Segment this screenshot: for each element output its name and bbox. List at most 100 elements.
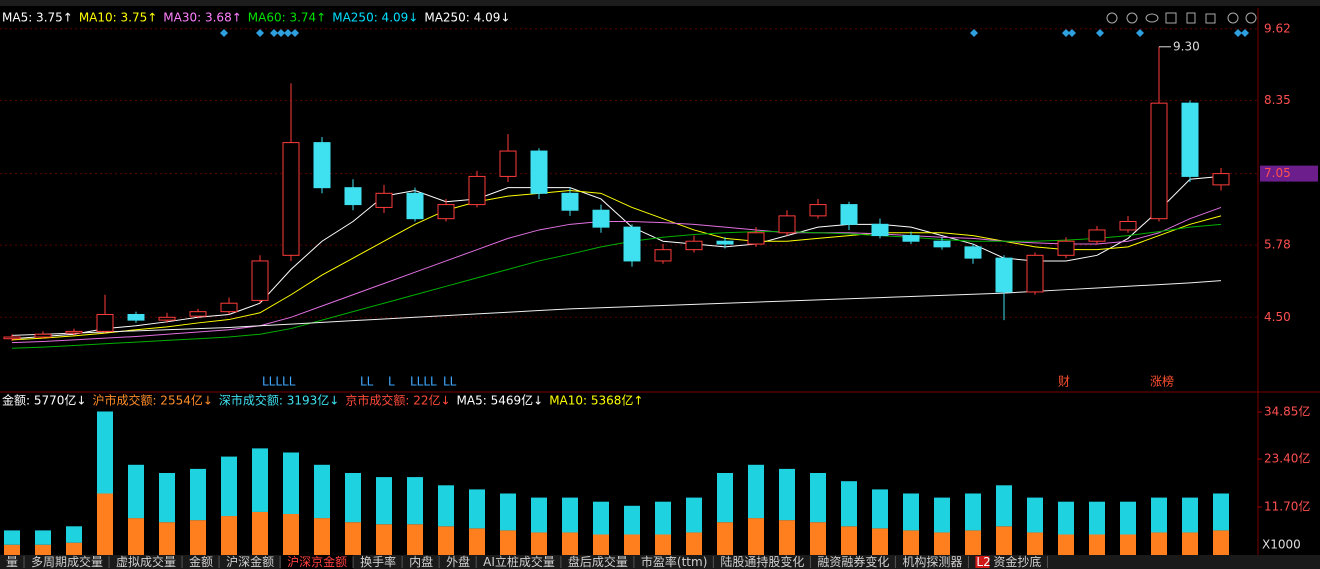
candle-body	[871, 223, 889, 237]
y-tick-label: 23.40亿	[1264, 451, 1310, 466]
print-icon[interactable]	[1165, 12, 1177, 24]
candle-body	[964, 246, 982, 259]
tab[interactable]: 机构探测器	[896, 554, 969, 569]
volume-bar	[686, 532, 702, 555]
candle-body	[716, 240, 734, 245]
volume-bar	[779, 520, 795, 555]
tab-background	[440, 555, 477, 569]
legend-entry: MA250: 4.09↓	[332, 11, 418, 25]
volume-bar	[717, 522, 733, 555]
tab[interactable]: 融资融券变化	[811, 554, 896, 569]
toolbar-icons[interactable]	[1106, 12, 1257, 24]
zoom-in-icon[interactable]	[1227, 12, 1239, 24]
signal-diamond	[1062, 29, 1070, 37]
tab[interactable]: 内盘	[403, 554, 440, 569]
tab-label: 盘后成交量	[568, 554, 628, 569]
signal-diamond	[284, 29, 292, 37]
signal-label: L	[388, 375, 395, 389]
volume-bar	[1182, 497, 1198, 533]
tab[interactable]: 外盘	[440, 554, 477, 569]
tab[interactable]: 量	[0, 555, 25, 569]
candle-body	[96, 313, 114, 332]
signal-diamond	[270, 29, 278, 37]
volume-bar	[159, 472, 175, 523]
volume-bar	[779, 468, 795, 521]
volume-bar	[97, 411, 113, 494]
tab[interactable]: 市盈率(ttm)	[634, 554, 714, 569]
candle-body	[499, 150, 517, 177]
volume-bar	[655, 501, 671, 535]
tab[interactable]: 盘后成交量	[561, 554, 635, 569]
legend-entry: 沪市成交额: 2554亿↓	[92, 393, 212, 408]
legend-entry: MA5: 5469亿↓	[457, 393, 544, 408]
volume-bar	[531, 497, 547, 533]
volume-bar	[1027, 497, 1043, 533]
tab-badge: L2	[976, 555, 990, 569]
lock-icon[interactable]	[1205, 13, 1216, 24]
tab[interactable]: AI立桩成交量	[477, 554, 562, 569]
zoom-out-icon[interactable]	[1245, 12, 1257, 24]
legend-entry: MA5: 3.75↑	[2, 11, 73, 25]
tab-background	[281, 555, 354, 569]
signal-label: 财	[1058, 375, 1070, 389]
tab[interactable]: 金额	[183, 554, 220, 569]
volume-bar	[748, 518, 764, 555]
volume-bar	[376, 477, 392, 525]
candle-body	[251, 260, 269, 301]
tab-badge-background	[975, 556, 990, 568]
signal-label: 涨榜	[1150, 374, 1174, 389]
signal-diamond	[1234, 29, 1242, 37]
volume-bar	[1027, 532, 1043, 555]
tab-label: 市盈率(ttm)	[641, 554, 707, 569]
volume-bar	[1151, 497, 1167, 533]
settings-icon[interactable]	[1106, 12, 1118, 24]
y-tick-label: 9.62	[1264, 21, 1291, 35]
volume-bar	[469, 489, 485, 529]
tab[interactable]: 换手率	[354, 554, 403, 569]
candle-body	[561, 192, 579, 211]
volume-bar	[562, 497, 578, 533]
tab-label: 金额	[189, 554, 213, 569]
tab-label: 沪深金额	[226, 554, 274, 569]
candle-body	[437, 204, 455, 220]
volume-bar	[872, 528, 888, 555]
volume-bar	[655, 534, 671, 555]
tab-background	[634, 555, 714, 569]
current-price-box	[1260, 165, 1318, 182]
volume-bar	[438, 485, 454, 527]
volume-bar	[4, 544, 20, 555]
moving-average-line	[11, 223, 1222, 349]
tab-label: 外盘	[446, 554, 470, 569]
moving-average-line	[11, 280, 1222, 336]
volume-bar	[345, 522, 361, 555]
hand-icon[interactable]	[1186, 12, 1196, 24]
volume-bar	[314, 518, 330, 555]
volume-bar	[283, 452, 299, 514]
scale-label: X1000	[1262, 538, 1301, 552]
volume-bar	[438, 526, 454, 555]
tab-label: 陆股通持股变化	[720, 554, 804, 569]
legend-entry: MA250: 4.09↓	[424, 11, 510, 25]
volume-bar	[996, 485, 1012, 527]
tab[interactable]: 沪深金额	[220, 554, 281, 569]
candle-body	[3, 336, 21, 340]
volume-bar	[190, 468, 206, 521]
volume-bar	[500, 493, 516, 531]
volume-bar	[128, 464, 144, 519]
tab[interactable]: 沪深京金额	[281, 554, 354, 569]
volume-bar	[841, 526, 857, 555]
eye-icon[interactable]	[1145, 13, 1159, 23]
candle-body	[747, 232, 765, 245]
signal-diamond	[970, 29, 978, 37]
tab[interactable]: L2 资金抄底	[969, 554, 1048, 569]
tab-background	[561, 555, 634, 569]
volume-bar	[221, 516, 237, 555]
volume-bar	[531, 532, 547, 555]
volume-bar	[252, 448, 268, 512]
volume-bar	[469, 528, 485, 555]
tab[interactable]: 陆股通持股变化	[714, 554, 811, 569]
tab[interactable]: 虚拟成交量	[110, 554, 183, 569]
tab[interactable]: 多周期成交量	[25, 554, 110, 569]
zoom-icon[interactable]	[1126, 12, 1138, 24]
